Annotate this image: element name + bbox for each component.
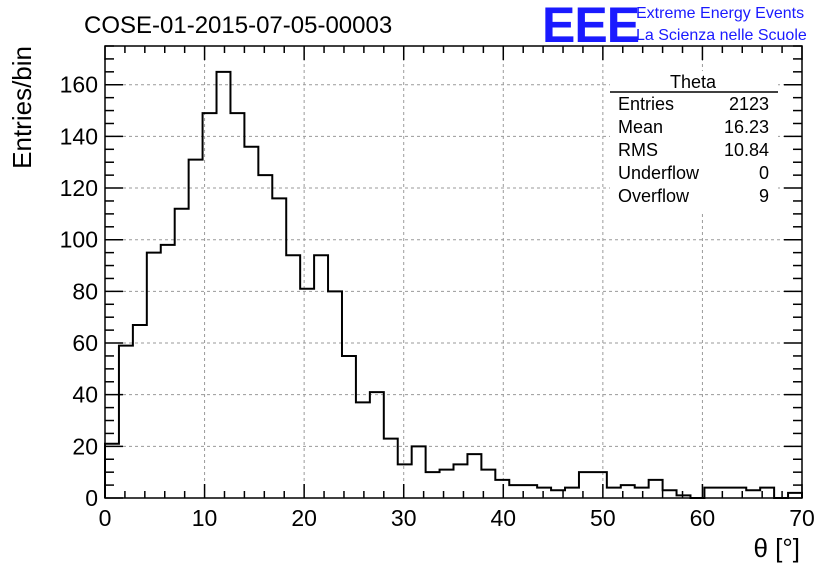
logo-mark: EEE bbox=[542, 0, 639, 53]
stats-value: 2123 bbox=[729, 94, 769, 114]
y-tick-label: 120 bbox=[60, 175, 98, 201]
stats-value: 0 bbox=[759, 163, 769, 183]
y-tick-label: 160 bbox=[60, 72, 98, 98]
y-tick-label: 140 bbox=[60, 123, 98, 149]
tick-labels: 0 10 20 30 40 50 60 70 0 20 40 60 80 100 120 140 160 bbox=[60, 72, 815, 531]
x-axis-title: θ [°] bbox=[753, 533, 800, 563]
logo-line-1: Extreme Energy Events bbox=[636, 5, 804, 22]
stats-rows: Entries 2123 Mean 16.23 RMS 10.84 Underflow 0 Ov… bbox=[618, 94, 769, 206]
stats-label: Underflow bbox=[618, 163, 700, 183]
stats-label: Mean bbox=[618, 117, 663, 137]
x-tick-label: 40 bbox=[490, 505, 516, 531]
x-tick-label: 50 bbox=[590, 505, 616, 531]
logo-line-2: La Scienza nelle Scuole bbox=[636, 27, 807, 44]
y-axis-title: Entries/bin bbox=[7, 46, 37, 169]
x-tick-label: 70 bbox=[789, 505, 815, 531]
y-tick-label: 80 bbox=[72, 278, 98, 304]
y-tick-label: 60 bbox=[72, 330, 98, 356]
stats-label: Entries bbox=[618, 94, 674, 114]
x-tick-label: 60 bbox=[690, 505, 716, 531]
stats-label: Overflow bbox=[618, 186, 690, 206]
x-tick-label: 30 bbox=[391, 505, 417, 531]
y-tick-label: 100 bbox=[60, 227, 98, 253]
grid-lines bbox=[105, 46, 802, 498]
stats-box-background bbox=[610, 71, 778, 213]
histogram-outline bbox=[104, 70, 803, 499]
stats-value: 9 bbox=[759, 186, 769, 206]
x-tick-label: 0 bbox=[99, 505, 112, 531]
chart-title: COSE-01-2015-07-05-00003 bbox=[84, 12, 392, 39]
x-tick-label: 20 bbox=[291, 505, 317, 531]
eee-logo: EEE Extreme Energy Events La Scienza nel… bbox=[542, 0, 807, 53]
y-tick-label: 0 bbox=[85, 485, 98, 511]
stats-title: Theta bbox=[670, 72, 717, 92]
stats-value: 10.84 bbox=[724, 140, 769, 160]
y-tick-label: 40 bbox=[72, 382, 98, 408]
x-tick-label: 10 bbox=[192, 505, 218, 531]
y-tick-label: 20 bbox=[72, 433, 98, 459]
stats-value: 16.23 bbox=[724, 117, 769, 137]
stats-label: RMS bbox=[618, 140, 658, 160]
plot-frame bbox=[104, 45, 803, 499]
stats-box: Theta Entries 2123 Mean 16.23 RMS 10.84 Underf… bbox=[610, 71, 778, 213]
